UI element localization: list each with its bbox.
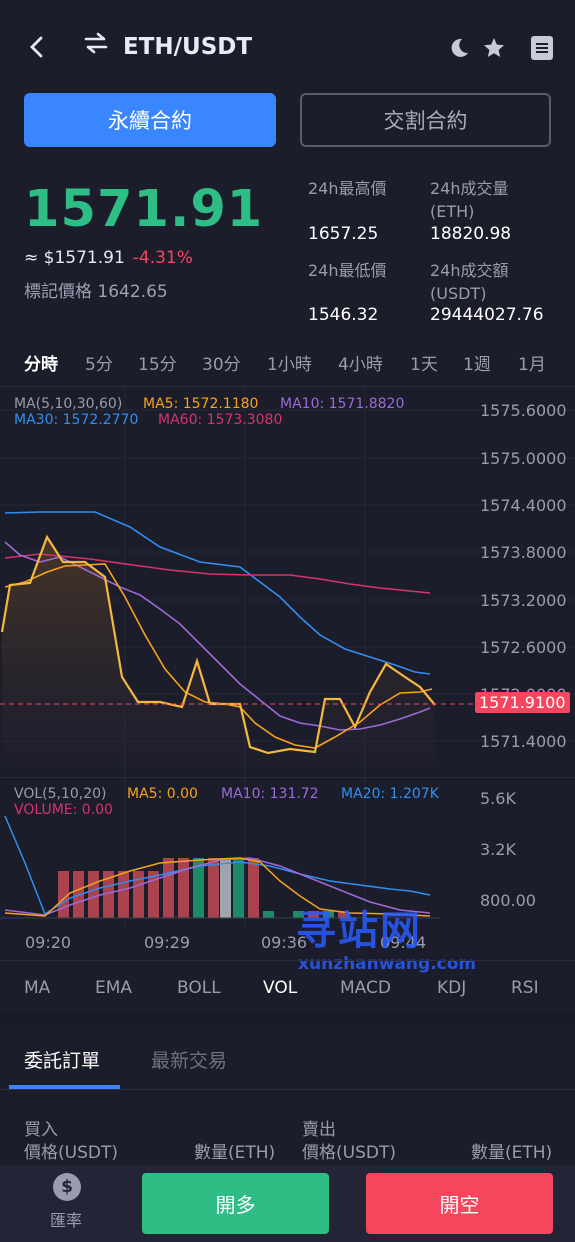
legend-vol-ma10: MA10: 131.72 bbox=[221, 786, 319, 802]
mark-price: 標記價格 1642.65 bbox=[24, 282, 168, 302]
indicator-tab[interactable]: MACD bbox=[340, 978, 391, 998]
x-tick: 09:44 bbox=[380, 933, 427, 952]
section-gap bbox=[0, 1014, 575, 1024]
indicator-tab[interactable]: BOLL bbox=[177, 978, 221, 998]
vol-y-tick: 5.6K bbox=[480, 789, 516, 808]
indicator-tab[interactable]: EMA bbox=[95, 978, 133, 998]
timeframe-tab[interactable]: 15分 bbox=[138, 355, 177, 375]
watermark: 寻站网 bbox=[296, 908, 422, 954]
switch-pair-icon[interactable] bbox=[82, 30, 110, 58]
high-label: 24h最高價 bbox=[308, 179, 387, 198]
indicator-tab[interactable]: RSI bbox=[511, 978, 539, 998]
vol-ma10-line bbox=[4, 857, 431, 916]
indicator-tab[interactable]: KDJ bbox=[437, 978, 467, 998]
tab-latest-trades[interactable]: 最新交易 bbox=[151, 1050, 228, 1072]
legend-vol-ma20: MA20: 1.207K bbox=[341, 786, 439, 802]
timeframe-tab[interactable]: 30分 bbox=[202, 355, 241, 375]
vol-y-tick: 800.00 bbox=[480, 891, 536, 910]
timeframe-tab[interactable]: 1天 bbox=[410, 355, 438, 375]
vol-ma20-line bbox=[4, 815, 431, 916]
moon-icon[interactable] bbox=[448, 37, 470, 63]
legend-vol-ma5: MA5: 0.00 bbox=[127, 786, 198, 802]
page-title[interactable]: ETH/USDT bbox=[123, 34, 253, 60]
dollar-icon[interactable]: $ bbox=[53, 1173, 81, 1201]
amount-label: 24h成交額 (USDT) bbox=[430, 261, 509, 303]
x-tick: 09:36 bbox=[261, 933, 308, 952]
timeframe-tab[interactable]: 1小時 bbox=[267, 355, 312, 375]
usd-price: ≈ $1571.91 bbox=[24, 248, 125, 268]
price-area bbox=[2, 537, 435, 767]
high-value: 1657.25 bbox=[308, 224, 379, 244]
indicator-tab[interactable]: MA bbox=[24, 978, 51, 998]
volume-bars bbox=[58, 858, 349, 918]
volume-chart[interactable] bbox=[0, 778, 575, 928]
legend-ma10: MA10: 1571.8820 bbox=[280, 396, 405, 412]
amount-value: 29444027.76 bbox=[430, 305, 544, 325]
usd-price-row: ≈ $1571.91 -4.31% bbox=[24, 248, 193, 268]
y-tick: 1575.6000 bbox=[480, 401, 567, 420]
open-short-button[interactable]: 開空 bbox=[366, 1173, 553, 1234]
divider bbox=[0, 1089, 575, 1090]
ma60-line bbox=[4, 553, 431, 594]
star-icon[interactable] bbox=[482, 36, 506, 64]
open-long-button[interactable]: 開多 bbox=[142, 1173, 329, 1234]
vol-ma5-line bbox=[4, 857, 431, 917]
y-tick: 1572.6000 bbox=[480, 638, 567, 657]
indicator-tab[interactable]: VOL bbox=[263, 978, 298, 998]
divider bbox=[0, 960, 575, 961]
menu-icon[interactable] bbox=[531, 36, 553, 60]
tab-indicator bbox=[9, 1085, 120, 1089]
watermark-url: xunzhanwang.com bbox=[298, 954, 477, 974]
ma30-line bbox=[4, 511, 431, 675]
legend-vol-params: VOL(5,10,20) bbox=[14, 786, 107, 802]
tab-orders[interactable]: 委託訂單 bbox=[24, 1050, 101, 1072]
timeframe-tab[interactable]: 5分 bbox=[85, 355, 113, 375]
x-tick: 09:29 bbox=[144, 933, 191, 952]
timeframe-tab[interactable]: 4小時 bbox=[338, 355, 383, 375]
tab-delivery-contract[interactable]: 交割合約 bbox=[300, 93, 551, 147]
x-tick: 09:20 bbox=[25, 933, 72, 952]
price-chart[interactable] bbox=[0, 387, 575, 777]
price-change: -4.31% bbox=[132, 248, 193, 268]
tab-perpetual-contract[interactable]: 永續合約 bbox=[24, 93, 276, 147]
sell-label: 賣出 bbox=[302, 1120, 336, 1140]
sell-qty-header: 數量(ETH) bbox=[471, 1143, 553, 1163]
back-icon[interactable] bbox=[24, 34, 50, 60]
timeframe-tab[interactable]: 分時 bbox=[24, 355, 58, 375]
legend-ma30: MA30: 1572.2770 bbox=[14, 412, 139, 428]
last-price: 1571.91 bbox=[24, 180, 264, 239]
y-tick: 1575.0000 bbox=[480, 449, 567, 468]
y-tick: 1573.8000 bbox=[480, 543, 567, 562]
timeframe-tab[interactable]: 1月 bbox=[518, 355, 546, 375]
volume-label: 24h成交量 (ETH) bbox=[430, 179, 509, 221]
y-tick: 1573.2000 bbox=[480, 591, 567, 610]
legend-ma5: MA5: 1572.1180 bbox=[143, 396, 259, 412]
low-value: 1546.32 bbox=[308, 305, 379, 325]
y-tick: 1571.4000 bbox=[480, 732, 567, 751]
divider bbox=[0, 777, 575, 778]
rate-label[interactable]: 匯率 bbox=[50, 1211, 83, 1230]
legend-ma60: MA60: 1573.3080 bbox=[158, 412, 283, 428]
buy-qty-header: 數量(ETH) bbox=[194, 1143, 276, 1163]
ma10-line bbox=[4, 541, 431, 731]
current-price-tag: 1571.9100 bbox=[475, 692, 570, 713]
divider bbox=[0, 386, 575, 387]
sell-price-header: 價格(USDT) bbox=[302, 1143, 396, 1163]
legend-ma-params: MA(5,10,30,60) bbox=[14, 396, 123, 412]
volume-value: 18820.98 bbox=[430, 224, 512, 244]
legend-volume: VOLUME: 0.00 bbox=[14, 802, 113, 818]
vol-y-tick: 3.2K bbox=[480, 840, 516, 859]
low-label: 24h最低價 bbox=[308, 261, 387, 280]
buy-price-header: 價格(USDT) bbox=[24, 1143, 118, 1163]
timeframe-tab[interactable]: 1週 bbox=[463, 355, 491, 375]
y-tick: 1574.4000 bbox=[480, 496, 567, 515]
buy-label: 買入 bbox=[24, 1120, 58, 1140]
